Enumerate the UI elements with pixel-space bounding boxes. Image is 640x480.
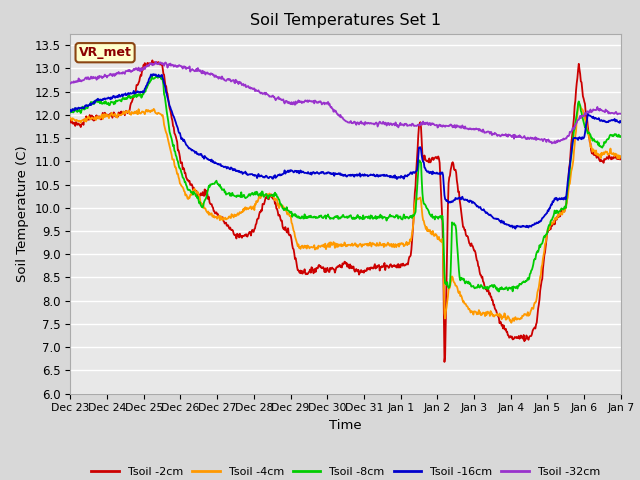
X-axis label: Time: Time (330, 419, 362, 432)
Y-axis label: Soil Temperature (C): Soil Temperature (C) (16, 145, 29, 282)
Title: Soil Temperatures Set 1: Soil Temperatures Set 1 (250, 13, 441, 28)
Text: VR_met: VR_met (79, 46, 132, 59)
Legend: Tsoil -2cm, Tsoil -4cm, Tsoil -8cm, Tsoil -16cm, Tsoil -32cm: Tsoil -2cm, Tsoil -4cm, Tsoil -8cm, Tsoi… (86, 463, 605, 480)
